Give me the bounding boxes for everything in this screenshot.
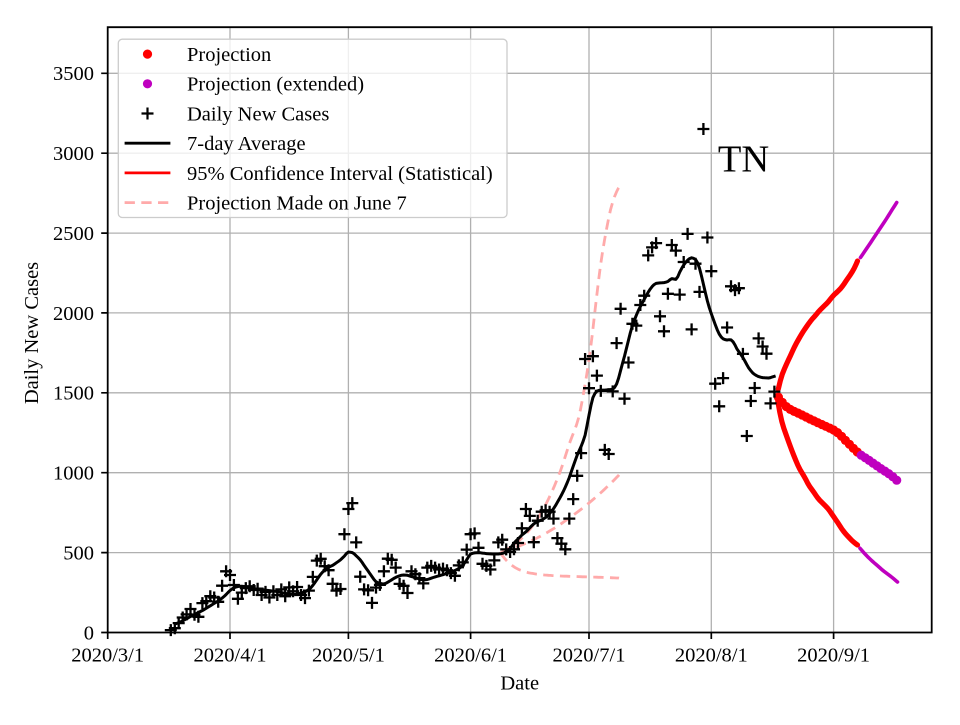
svg-text:Projection: Projection [187, 44, 271, 66]
svg-text:2020/7/1: 2020/7/1 [553, 644, 626, 666]
svg-text:1000: 1000 [53, 463, 94, 485]
svg-text:Daily New Cases: Daily New Cases [187, 103, 329, 125]
svg-text:2020/4/1: 2020/4/1 [194, 644, 267, 666]
svg-text:7-day Average: 7-day Average [187, 133, 306, 155]
svg-text:Date: Date [500, 672, 539, 694]
svg-text:2020/6/1: 2020/6/1 [434, 644, 507, 666]
svg-text:2500: 2500 [53, 223, 94, 245]
svg-text:Projection Made on June 7: Projection Made on June 7 [187, 193, 407, 215]
svg-text:2020/3/1: 2020/3/1 [71, 644, 144, 666]
svg-text:500: 500 [63, 543, 94, 565]
svg-text:Projection (extended): Projection (extended) [187, 74, 364, 96]
svg-text:2020/8/1: 2020/8/1 [675, 644, 748, 666]
svg-text:2000: 2000 [53, 303, 94, 325]
svg-text:TN: TN [718, 139, 769, 181]
svg-text:Daily New Cases: Daily New Cases [21, 262, 43, 404]
svg-text:3500: 3500 [53, 63, 94, 85]
svg-text:2020/5/1: 2020/5/1 [312, 644, 385, 666]
svg-text:95% Confidence Interval (Stati: 95% Confidence Interval (Statistical) [187, 163, 493, 185]
svg-text:3000: 3000 [53, 143, 94, 165]
svg-text:0: 0 [84, 622, 94, 644]
svg-text:2020/9/1: 2020/9/1 [797, 644, 870, 666]
svg-text:1500: 1500 [53, 383, 94, 405]
